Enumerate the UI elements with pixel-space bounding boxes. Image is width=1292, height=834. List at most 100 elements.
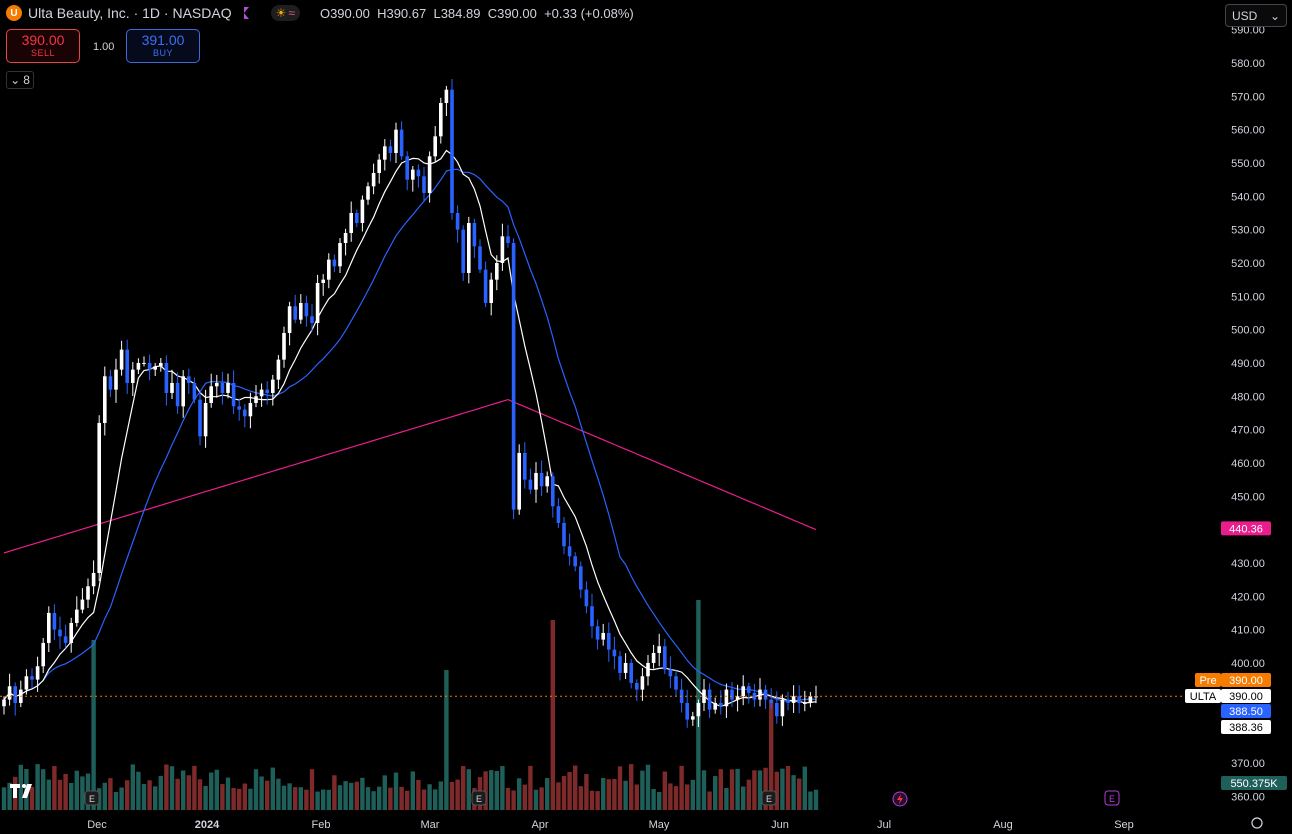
volume-bar [259,776,263,810]
volume-bar [791,775,795,810]
ohlc-readout: O390.00 H390.67 L384.89 C390.00 +0.33 (+… [320,6,634,21]
session-icons[interactable]: ☀ ≈ [271,5,300,21]
flag-icon[interactable] [244,7,249,19]
candle-body [159,363,163,366]
candle-body [557,506,561,523]
candle-body [405,156,409,179]
volume-bar [444,670,448,810]
candle-body [562,523,566,546]
volume-bars [2,600,818,810]
volume-bar [338,785,342,810]
volume-bar [30,787,34,810]
volume-bar [231,788,235,810]
candle-body [618,656,622,673]
volume-bar [612,779,616,810]
candle-body [529,480,533,490]
volume-bar [635,784,639,810]
candle-body [512,243,516,510]
candle-body [613,650,617,657]
volume-bar [366,787,370,810]
candle-body [131,370,135,383]
candle-body [495,263,499,280]
candle-body [69,623,73,643]
volume-bar [360,778,364,810]
candle-body [215,383,219,386]
x-tick-label: Sep [1114,819,1134,831]
volume-bar [495,771,499,810]
volume-bar [248,789,252,810]
sell-button[interactable]: 390.00 SELL [6,29,80,63]
volume-bar [243,784,247,810]
y-tick-label: 420.00 [1231,591,1265,603]
candle-body [97,423,101,573]
volume-bar [506,788,510,810]
volume-bar [271,768,275,810]
candle-body [366,186,370,199]
volume-bar [551,620,555,810]
candle-body [713,703,717,710]
volume-bar [181,770,185,810]
volume-bar [131,764,135,810]
x-tick-label: Feb [312,819,331,831]
candle-body [204,403,208,436]
candle-body [478,246,482,269]
candle-body [377,160,381,173]
buy-button[interactable]: 391.00 BUY [126,29,200,63]
candle-body [198,400,202,437]
y-tick-label: 530.00 [1231,225,1265,237]
candle-body [764,690,768,700]
ulta-logo[interactable]: U [6,5,22,21]
candle-body [803,703,807,704]
volume-bar [192,766,196,810]
candle-body [327,260,331,280]
candle-body [601,633,605,640]
candle-body [506,236,510,243]
candle-body [467,223,471,273]
ma-slow-line [4,400,816,553]
volume-bar [394,773,398,810]
volume-bar [500,766,504,810]
volume-bar [371,791,375,810]
candle-body [663,646,667,669]
volume-bar [416,780,420,810]
candle-body [568,546,572,556]
ma-mid-tag-text: 388.50 [1229,706,1263,718]
volume-bar [80,776,84,810]
candle-body [13,686,17,703]
y-tick-label: 410.00 [1231,625,1265,637]
candle-body [669,670,673,677]
volume-bar [47,780,51,810]
lightning-icon [893,792,907,806]
volume-bar [663,772,667,810]
volume-bar [450,782,454,810]
volume-bar [691,780,695,810]
symbol-title[interactable]: Ulta Beauty, Inc. · 1D · NASDAQ [28,5,232,21]
volume-bar [679,766,683,810]
candle-body [445,90,449,103]
candle-body [165,363,169,393]
candle-body [8,686,12,699]
volume-bar [808,792,812,810]
volume-bar [719,769,723,810]
x-tick-label: Mar [421,819,440,831]
candle-body [383,146,387,159]
volume-bar [399,787,403,810]
candle-body [142,363,146,364]
volume-bar [35,764,39,810]
volume-bar [125,780,129,810]
candle-body [540,473,544,486]
candle-body [394,130,398,153]
volume-bar [63,774,67,810]
candle-body [573,556,577,566]
candle-body [36,666,40,679]
candle-body [450,90,454,213]
indicators-toggle[interactable]: ⌄ 8 [6,71,34,89]
currency-select[interactable]: USD ⌄ [1225,4,1287,27]
y-tick-label: 490.00 [1231,358,1265,370]
volume-bar [786,766,790,810]
candle-body [657,646,661,653]
candle-body [232,383,236,406]
volume-bar [282,786,286,810]
quantity-value[interactable]: 1.00 [93,41,114,53]
